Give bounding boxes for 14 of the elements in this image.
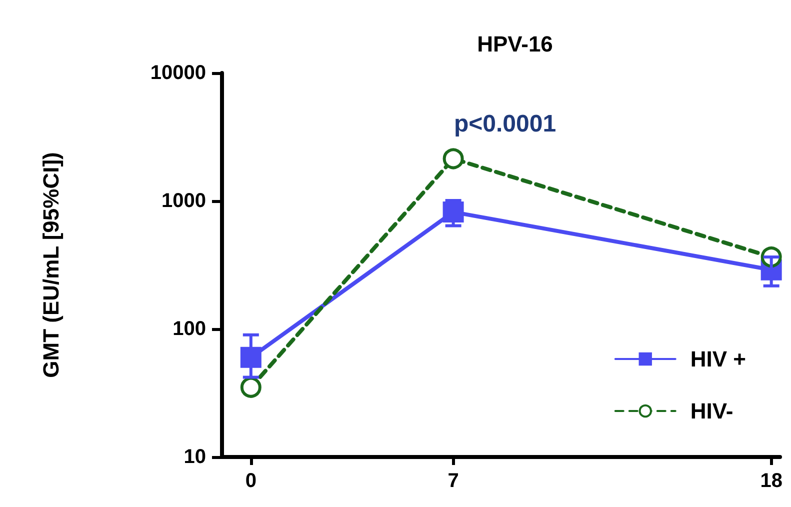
x-tick-label: 0	[245, 470, 256, 492]
legend-label: HIV +	[690, 346, 746, 372]
y-tick-label: 1000	[162, 190, 206, 212]
chart-title: HPV-16	[477, 32, 553, 56]
x-tick-label: 7	[448, 470, 459, 492]
legend-label: HIV-	[690, 398, 734, 424]
point	[442, 148, 464, 170]
point	[240, 376, 262, 398]
annotation: p<0.0001	[454, 110, 556, 138]
y-tick-label: 10000	[150, 62, 206, 84]
y-axis-title: GMT (EU/mL [95%CI])	[38, 152, 64, 378]
y-tick-label: 100	[172, 318, 206, 340]
y-tick-label: 10	[184, 446, 206, 468]
x-tick-label: 18	[760, 470, 782, 492]
